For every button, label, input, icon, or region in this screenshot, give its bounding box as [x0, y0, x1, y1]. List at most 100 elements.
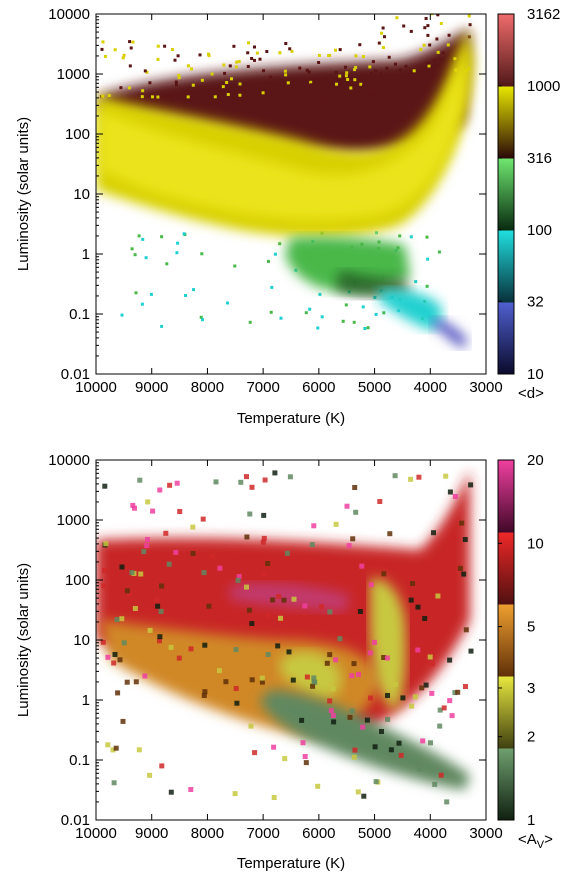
scatter-dot	[199, 315, 203, 319]
scatter-dot	[438, 58, 442, 61]
scatter-dot	[237, 60, 241, 64]
scatter-dot	[425, 284, 429, 288]
scatter-dot	[427, 654, 433, 660]
scatter-dot	[284, 42, 288, 45]
scatter-dot	[435, 37, 439, 41]
colorbar-tick-label: 316	[527, 150, 552, 167]
colorbar-tick-label: 10	[527, 535, 544, 552]
heatmap-plot-area	[96, 14, 486, 374]
scatter-dot	[366, 326, 370, 330]
x-tick-label: 5000	[358, 825, 391, 842]
scatter-dot	[371, 60, 375, 64]
scatter-dot	[441, 705, 447, 711]
scatter-dot	[155, 603, 161, 609]
scatter-dot	[271, 744, 277, 750]
scatter-dot	[261, 512, 267, 518]
scatter-dot	[317, 53, 321, 57]
y-tick-label: 100	[65, 126, 90, 143]
scatter-dot	[128, 40, 132, 44]
scatter-dot	[102, 483, 108, 489]
scatter-dot	[176, 655, 182, 661]
colorbar-frame	[497, 13, 515, 375]
scatter-dot	[392, 682, 398, 687]
scatter-dot	[374, 69, 378, 73]
scatter-dot	[351, 738, 356, 744]
scatter-dot	[410, 581, 415, 586]
scatter-dot	[423, 682, 429, 688]
scatter-dot	[368, 582, 374, 588]
scatter-dot	[452, 690, 458, 696]
scatter-dot	[416, 766, 422, 772]
scatter-dot	[379, 729, 384, 734]
scatter-dot	[447, 657, 453, 663]
colorbar-label-subscript: V	[537, 839, 545, 851]
scatter-dot	[147, 627, 153, 633]
scatter-dot	[449, 713, 455, 719]
scatter-dot	[202, 642, 208, 648]
scatter-dot	[381, 571, 387, 577]
scatter-dot	[201, 570, 207, 576]
scatter-dot	[467, 14, 471, 18]
scatter-dot	[359, 82, 363, 86]
colorbar-segment	[498, 604, 514, 677]
scatter-dot	[453, 57, 457, 61]
scatter-dot	[362, 84, 366, 88]
scatter-dot	[121, 640, 127, 646]
scatter-dot	[290, 665, 296, 671]
scatter-dot	[262, 477, 268, 483]
scatter-dot	[395, 16, 399, 20]
scatter-dot	[201, 318, 204, 322]
scatter-dot	[252, 750, 258, 756]
scatter-dot	[422, 616, 428, 621]
scatter-dot	[377, 499, 383, 504]
scatter-dot	[136, 747, 142, 753]
scatter-dot	[250, 57, 254, 60]
scatter-dot	[412, 69, 416, 73]
scatter-dot	[206, 603, 212, 609]
scatter-dot	[217, 565, 223, 571]
scatter-dot	[265, 50, 269, 53]
scatter-dot	[300, 740, 306, 746]
scatter-dot	[375, 231, 378, 235]
x-tick-label: 8000	[191, 379, 224, 396]
scatter-dot	[100, 47, 104, 51]
x-tick-label: 6000	[302, 825, 335, 842]
colorbar-tick-label: 1	[527, 812, 535, 829]
scatter-dot	[113, 745, 119, 751]
scatter-dot	[463, 684, 468, 689]
y-tick-label: 1	[82, 246, 90, 263]
scatter-dot	[361, 793, 367, 799]
scatter-dot	[143, 69, 147, 73]
scatter-dot	[388, 747, 394, 753]
scatter-dot	[468, 648, 474, 654]
scatter-dot	[416, 474, 422, 480]
scatter-dot	[426, 24, 430, 28]
x-tick-label: 4000	[414, 825, 447, 842]
scatter-dot	[259, 679, 265, 685]
scatter-dot	[122, 53, 126, 57]
scatter-dot	[328, 53, 332, 57]
scatter-dot	[174, 80, 178, 84]
scatter-dot	[163, 44, 167, 48]
scatter-dot	[439, 22, 443, 25]
colorbar-segment	[498, 302, 514, 375]
x-tick-label: 4000	[414, 379, 447, 396]
x-tick-label: 9000	[135, 825, 168, 842]
scatter-dot	[137, 477, 143, 483]
scatter-dot	[344, 65, 347, 69]
scatter-dot	[176, 241, 180, 245]
scatter-dot	[249, 621, 255, 626]
scatter-dot	[247, 41, 250, 45]
scatter-dot	[461, 571, 467, 577]
scatter-dot	[273, 252, 277, 256]
scatter-dot	[334, 48, 337, 52]
scatter-dot	[415, 647, 421, 653]
scatter-dot	[344, 303, 348, 307]
scatter-dot	[452, 494, 458, 499]
scatter-dot	[101, 40, 105, 44]
scatter-dot	[355, 789, 361, 795]
scatter-dot	[168, 789, 174, 795]
scatter-dot	[457, 565, 463, 571]
y-axis-label: Luminosity (solar units)	[15, 117, 32, 271]
scatter-dot	[234, 700, 240, 706]
